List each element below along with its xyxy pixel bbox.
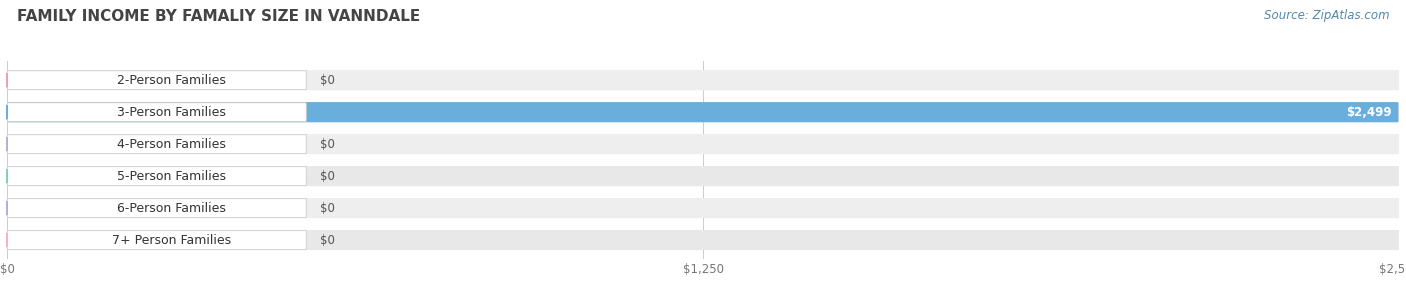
Text: 5-Person Families: 5-Person Families bbox=[117, 170, 226, 183]
Text: 6-Person Families: 6-Person Families bbox=[117, 202, 226, 215]
FancyBboxPatch shape bbox=[7, 71, 307, 90]
FancyBboxPatch shape bbox=[7, 102, 1399, 122]
Text: $2,499: $2,499 bbox=[1346, 106, 1392, 119]
FancyBboxPatch shape bbox=[7, 70, 1399, 90]
FancyBboxPatch shape bbox=[7, 166, 1399, 186]
FancyBboxPatch shape bbox=[7, 135, 307, 154]
Text: $0: $0 bbox=[321, 234, 335, 246]
FancyBboxPatch shape bbox=[7, 230, 1399, 250]
Text: $0: $0 bbox=[321, 138, 335, 151]
FancyBboxPatch shape bbox=[7, 198, 1399, 218]
Text: 7+ Person Families: 7+ Person Families bbox=[112, 234, 231, 246]
Text: FAMILY INCOME BY FAMALIY SIZE IN VANNDALE: FAMILY INCOME BY FAMALIY SIZE IN VANNDAL… bbox=[17, 9, 420, 24]
FancyBboxPatch shape bbox=[7, 167, 307, 185]
Text: Source: ZipAtlas.com: Source: ZipAtlas.com bbox=[1264, 9, 1389, 22]
Text: 4-Person Families: 4-Person Families bbox=[117, 138, 226, 151]
FancyBboxPatch shape bbox=[7, 199, 307, 217]
FancyBboxPatch shape bbox=[7, 134, 1399, 154]
FancyBboxPatch shape bbox=[7, 231, 307, 249]
FancyBboxPatch shape bbox=[7, 103, 307, 122]
Text: 3-Person Families: 3-Person Families bbox=[117, 106, 226, 119]
Text: $0: $0 bbox=[321, 170, 335, 183]
Text: $0: $0 bbox=[321, 74, 335, 87]
Text: 2-Person Families: 2-Person Families bbox=[117, 74, 226, 87]
Text: $0: $0 bbox=[321, 202, 335, 215]
FancyBboxPatch shape bbox=[7, 102, 1399, 122]
